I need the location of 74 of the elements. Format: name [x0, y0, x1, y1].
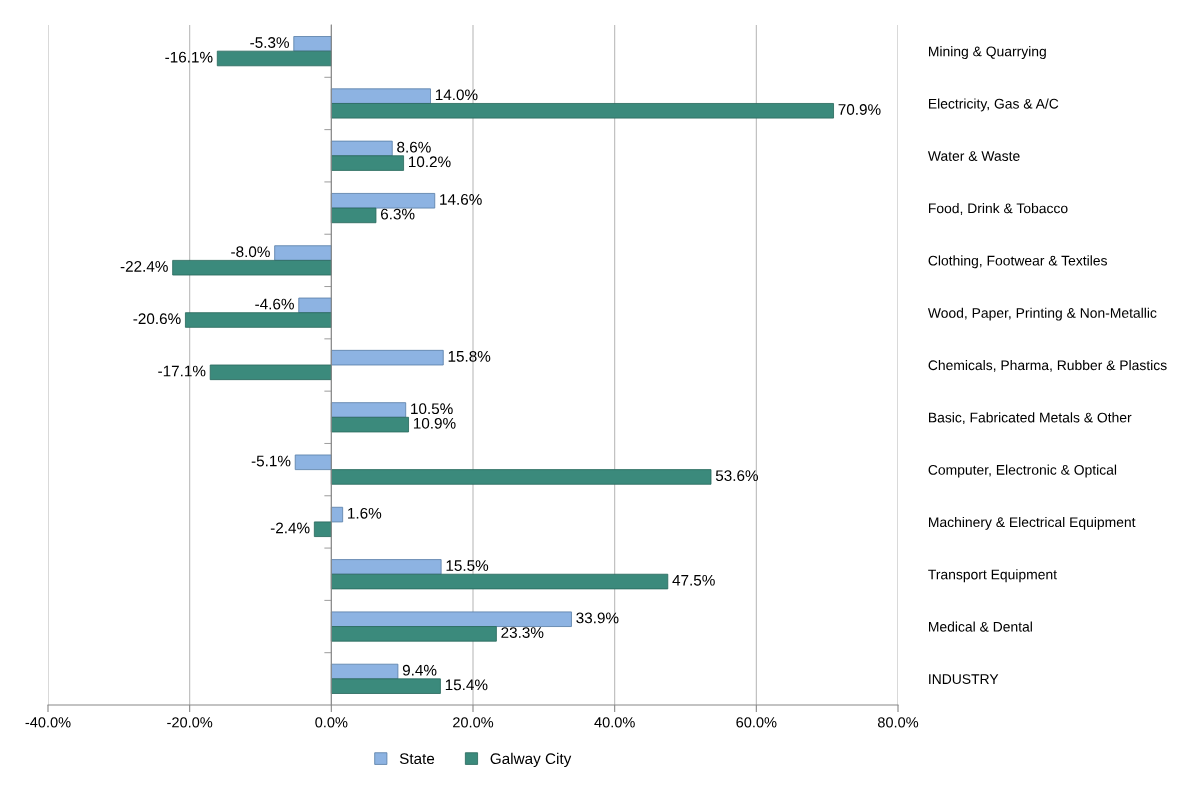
bar — [330, 626, 497, 642]
data-label: 15.8% — [448, 350, 491, 362]
data-label: 14.6% — [440, 194, 482, 205]
y-tick-label: Chemicals, Pharma, Rubber & Plastics — [928, 359, 1167, 372]
y-tick-label: Food, Drink & Tobacco — [929, 203, 1068, 215]
data-label: 33.9% — [576, 612, 619, 624]
x-tick-label: -20.0% — [167, 717, 213, 728]
data-label: -22.4% — [120, 260, 168, 272]
bar — [330, 140, 393, 157]
data-label: 70.9% — [838, 104, 881, 115]
bar — [330, 193, 436, 209]
data-label: -17.1% — [158, 365, 206, 377]
bar — [298, 297, 332, 314]
y-tick-label: Water & Waste — [927, 151, 1020, 161]
data-label: 6.3% — [380, 208, 415, 220]
legend-label: Galway City — [490, 752, 572, 768]
bar — [330, 207, 377, 224]
data-label: 15.4% — [445, 679, 488, 691]
bar — [330, 559, 442, 575]
bar — [313, 521, 332, 537]
data-label: 14.0% — [435, 89, 478, 101]
y-tick-label: Mining & Quarrying — [929, 46, 1046, 60]
y-tick-label: Electricity, Gas & A/C — [929, 98, 1059, 112]
bar — [274, 245, 332, 261]
bar — [330, 88, 431, 104]
y-tick-label: INDUSTRY — [929, 674, 999, 685]
y-tick-label: Transport Equipment — [928, 569, 1057, 583]
y-tick-label: Machinery & Electrical Equipment — [929, 516, 1136, 530]
bar — [330, 416, 409, 433]
data-label: 8.6% — [397, 141, 431, 153]
data-label: -5.1% — [251, 455, 291, 467]
data-label: -2.4% — [270, 522, 310, 534]
data-label: 10.5% — [411, 403, 453, 415]
y-tick-label: Basic, Fabricated Metals & Other — [929, 412, 1132, 425]
y-tick-label: Wood, Paper, Printing & Non-Metallic — [927, 307, 1157, 321]
bar — [330, 103, 834, 119]
bar — [330, 663, 399, 680]
x-tick-label: 20.0% — [453, 717, 494, 728]
data-label: -8.0% — [231, 246, 270, 258]
data-label: 15.5% — [446, 560, 489, 572]
bar — [216, 50, 332, 67]
data-label: -20.6% — [133, 313, 181, 325]
data-label: 9.4% — [402, 664, 437, 676]
bar — [330, 506, 344, 523]
data-label: 1.6% — [348, 507, 382, 519]
bar — [330, 402, 407, 418]
x-tick-label: 60.0% — [736, 717, 777, 728]
bar — [185, 312, 332, 328]
bar — [294, 454, 332, 471]
bar — [293, 36, 332, 52]
x-tick-label: 40.0% — [594, 717, 635, 728]
y-tick-label: Clothing, Footwear & Textiles — [928, 255, 1107, 269]
bar — [330, 469, 712, 485]
x-tick-label: 0.0% — [315, 717, 348, 728]
y-tick-label: Computer, Electronic & Optical — [928, 464, 1117, 478]
data-label: 10.9% — [413, 417, 456, 429]
x-tick-label: 80.0% — [877, 717, 919, 728]
data-label: 53.6% — [715, 470, 759, 482]
data-label: 10.2% — [409, 156, 451, 168]
bar — [330, 155, 404, 171]
bar — [172, 259, 332, 276]
bar — [330, 611, 572, 627]
legend-label: State — [399, 753, 435, 765]
bar — [330, 349, 444, 366]
bar — [330, 678, 441, 694]
bar — [209, 364, 332, 381]
data-label: 23.3% — [501, 627, 544, 638]
data-label: 47.5% — [672, 574, 715, 586]
data-label: -16.1% — [165, 51, 213, 63]
y-tick-label: Medical & Dental — [929, 621, 1032, 632]
data-label: -4.6% — [255, 298, 294, 310]
x-tick-label: -40.0% — [25, 717, 71, 728]
data-label: -5.3% — [250, 37, 289, 48]
bar — [330, 573, 669, 590]
